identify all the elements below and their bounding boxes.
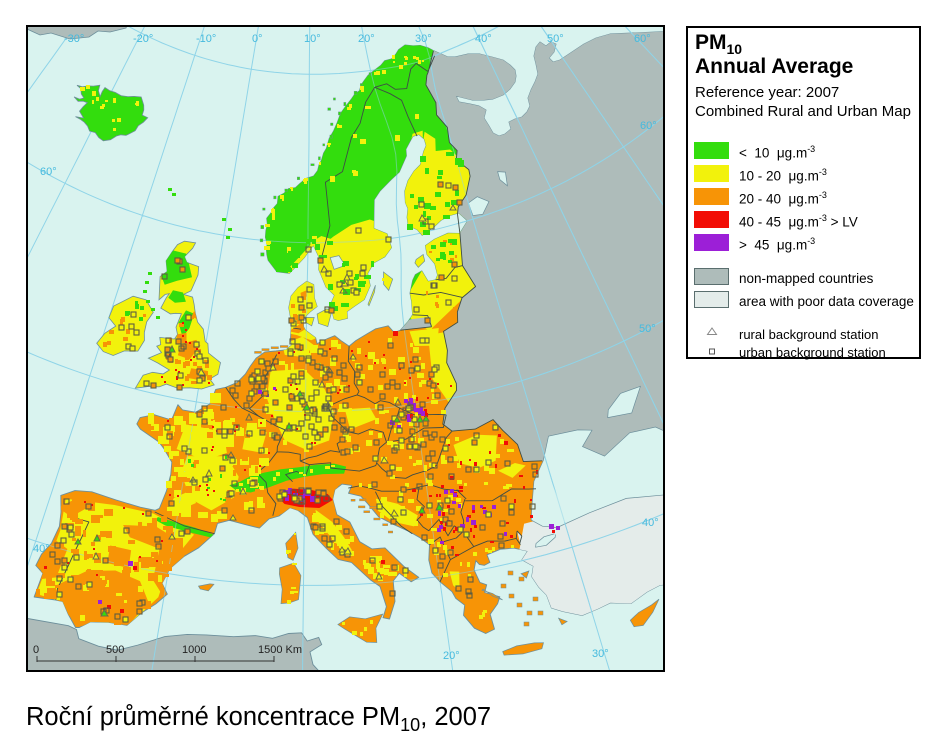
svg-text:30°: 30°: [592, 648, 609, 660]
svg-text:40°: 40°: [475, 33, 492, 45]
svg-text:50°: 50°: [547, 33, 564, 45]
svg-text:60°: 60°: [40, 166, 57, 178]
svg-text:500: 500: [106, 644, 124, 656]
svg-text:10°: 10°: [304, 33, 321, 45]
svg-text:50°: 50°: [639, 323, 656, 335]
svg-text:-20°: -20°: [133, 33, 153, 45]
svg-text:30°: 30°: [415, 33, 432, 45]
svg-text:0°: 0°: [252, 33, 263, 45]
svg-text:20°: 20°: [358, 33, 375, 45]
svg-text:0: 0: [33, 644, 39, 656]
svg-text:1500 Km: 1500 Km: [258, 644, 302, 656]
svg-text:20°: 20°: [443, 650, 460, 662]
svg-text:-30°: -30°: [64, 33, 84, 45]
svg-text:1000: 1000: [182, 644, 206, 656]
svg-text:40°: 40°: [33, 543, 50, 555]
svg-text:60°: 60°: [640, 120, 657, 132]
svg-text:40°: 40°: [642, 517, 659, 529]
svg-text:-10°: -10°: [196, 33, 216, 45]
svg-text:60°: 60°: [634, 33, 651, 45]
